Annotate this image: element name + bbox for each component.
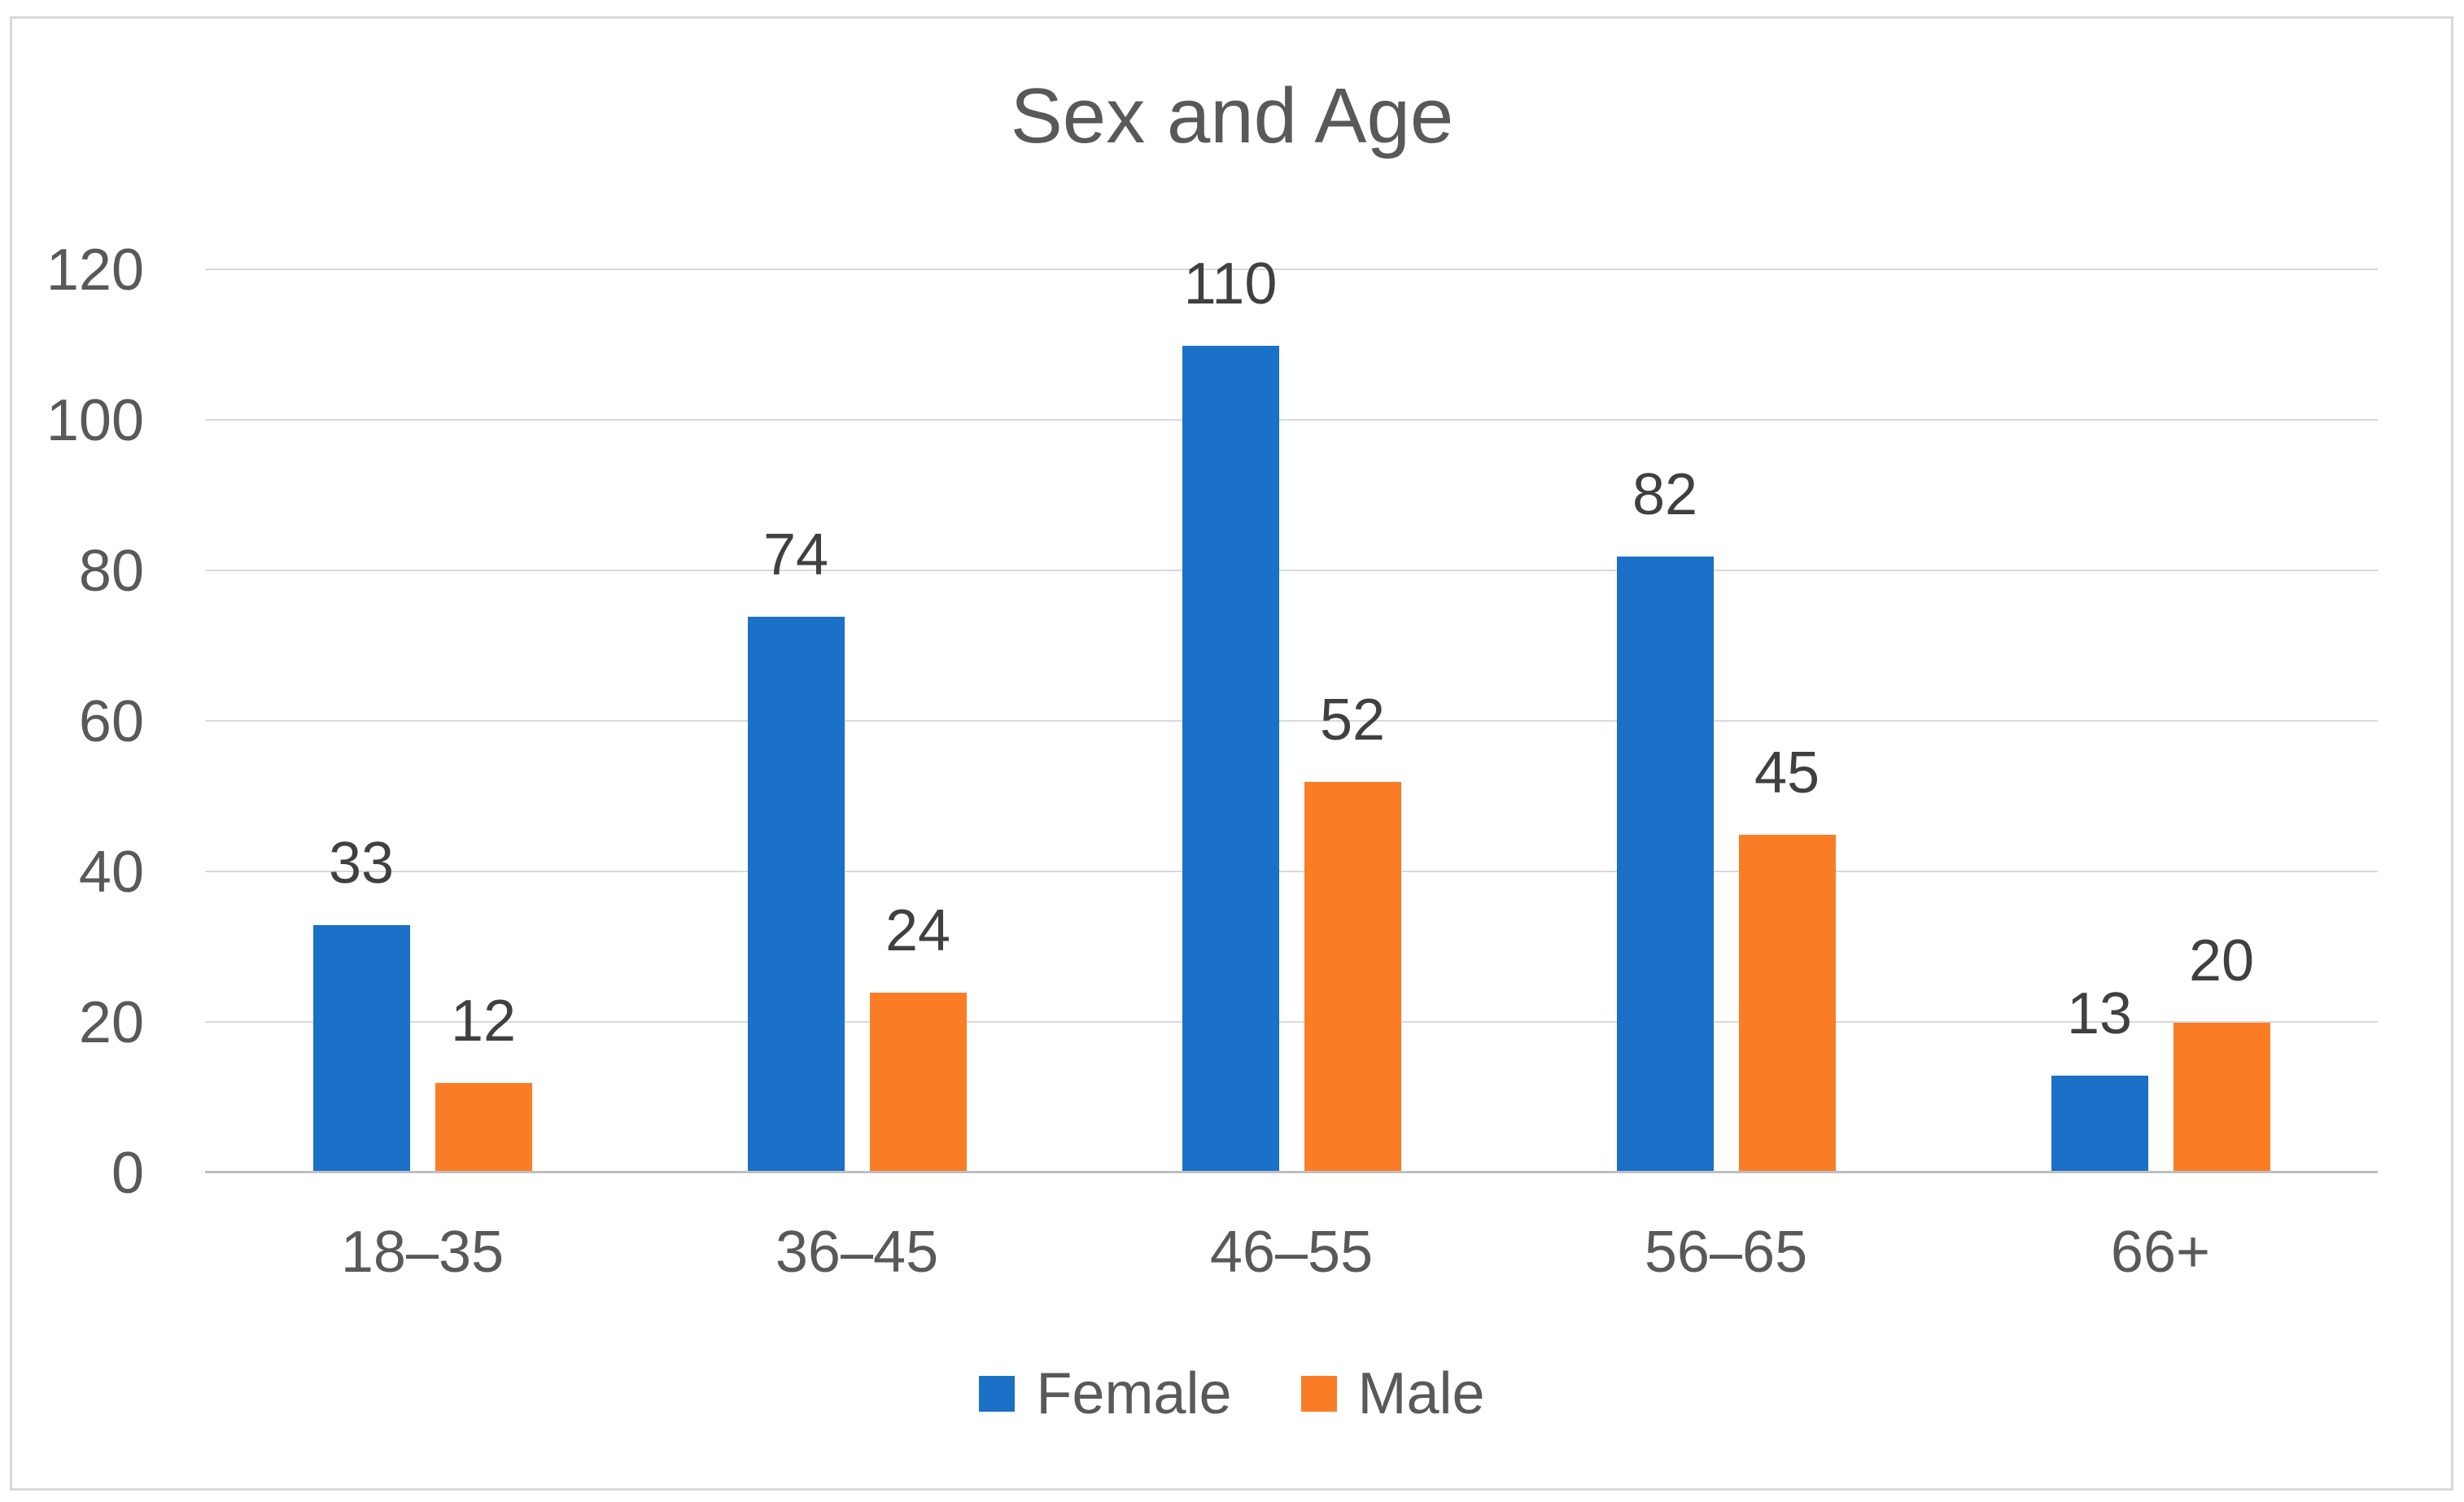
x-axis-tick-label-36-45: 36–45: [775, 1220, 939, 1285]
y-axis-tick-label: 60: [78, 689, 144, 754]
bar-female-56-65: 82: [1616, 465, 1714, 1173]
gridline: [205, 570, 2378, 571]
gridline: [205, 269, 2378, 270]
bar-pair: 33 12: [312, 834, 532, 1173]
x-axis-tick-label-56-65: 56–65: [1644, 1220, 1808, 1285]
bar-female-66: 13: [2051, 985, 2148, 1173]
gridline: [205, 419, 2378, 421]
bar-value-label: 33: [328, 830, 395, 896]
x-axis-tick-label-66: 66+: [2110, 1220, 2211, 1285]
y-axis-tick-label: 120: [46, 238, 144, 303]
bar-value-label: 20: [2188, 928, 2255, 993]
y-axis-tick-label: 100: [46, 388, 144, 453]
bar-group-46-55: 110 52: [1074, 255, 1509, 1173]
bar-group-36-45: 74 24: [640, 270, 1074, 1173]
bar-groups: 33 12 74 24 110 52 82 45 13 20: [205, 255, 2378, 1173]
bar-group-56-65: 82 45: [1509, 270, 1943, 1173]
bar-value-label: 74: [762, 522, 829, 587]
y-axis-tick-label: 0: [111, 1141, 144, 1206]
y-axis-tick-label: 40: [78, 840, 144, 905]
x-axis-line: [205, 1171, 2378, 1173]
bar-value-label: 82: [1632, 461, 1698, 527]
bar-pair: 82 45: [1616, 465, 1836, 1173]
legend-swatch-male: [1300, 1376, 1337, 1412]
legend-item-male: Male: [1300, 1360, 1485, 1427]
y-axis-tick-label: 20: [78, 990, 144, 1055]
plot-area: 0 20 40 60 80 100 120 33 12 74 24 110 52 82 45 13 20: [46, 241, 2378, 1203]
gridline: [205, 720, 2378, 722]
bar-female-46-55: 110: [1182, 255, 1279, 1173]
bar-pair: 74 24: [747, 526, 967, 1173]
legend-label: Male: [1357, 1361, 1485, 1426]
bar-male-18-35: 12: [435, 992, 532, 1173]
gridline: [205, 1021, 2378, 1023]
bar-value-label: 45: [1754, 740, 1820, 806]
bar-value-label: 52: [1319, 688, 1386, 753]
bar-value-label: 12: [450, 989, 517, 1054]
gridline: [205, 871, 2378, 872]
bar-male-56-65: 45: [1738, 744, 1836, 1173]
bar-group-18-35: 33 12: [205, 270, 640, 1173]
y-axis-tick-label: 80: [78, 539, 144, 604]
bar-value-label: 24: [885, 898, 951, 963]
chart-title: Sex and Age: [1010, 72, 1454, 159]
legend-item-female: Female: [979, 1360, 1232, 1427]
bar-male-36-45: 24: [869, 902, 967, 1173]
bar-female-36-45: 74: [747, 526, 845, 1173]
bar-pair: 13 20: [2051, 932, 2270, 1173]
bar-value-label: 13: [2066, 980, 2133, 1046]
x-axis-tick-label-18-35: 18–35: [340, 1220, 505, 1285]
bar-value-label: 110: [1183, 251, 1278, 317]
bar-male-66: 20: [2173, 932, 2270, 1173]
bar-female-18-35: 33: [312, 834, 410, 1173]
legend-label: Female: [1036, 1361, 1232, 1426]
bar-pair: 110 52: [1182, 255, 1401, 1173]
x-axis-tick-label-46-55: 46–55: [1209, 1220, 1374, 1285]
legend-swatch-female: [979, 1376, 1016, 1412]
x-axis-labels: 18–35 36–45 46–55 56–65 66+: [205, 1219, 2378, 1286]
bar-male-46-55: 52: [1304, 691, 1401, 1173]
bar-group-66: 13 20: [1943, 270, 2378, 1173]
legend: Female Male: [0, 1360, 2464, 1427]
